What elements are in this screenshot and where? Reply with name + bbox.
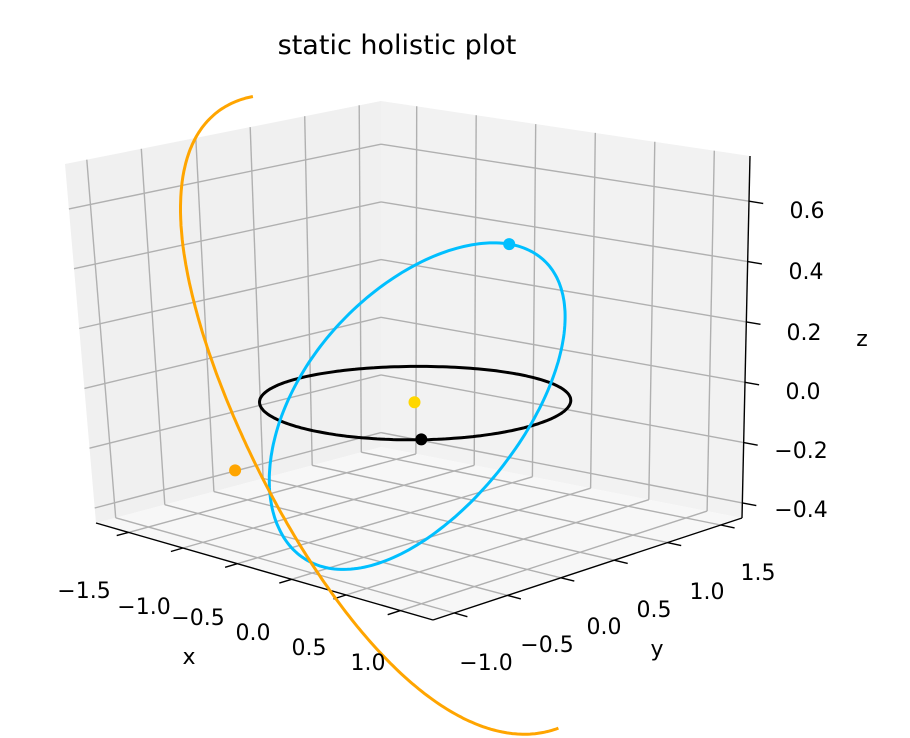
x-tick-label: −1.5 bbox=[57, 579, 110, 604]
x-tick-mark bbox=[170, 547, 184, 553]
back-gridline-x bbox=[415, 106, 418, 454]
floor-gridline-x bbox=[182, 464, 475, 549]
floor-gridline-x bbox=[400, 510, 708, 612]
x-tick-mark bbox=[116, 531, 129, 537]
y-tick-mark bbox=[613, 559, 628, 565]
z-tick-mark bbox=[746, 321, 761, 325]
chart-grid bbox=[68, 105, 750, 614]
left-gridline-y bbox=[304, 116, 313, 466]
series-line-1 bbox=[267, 241, 567, 571]
left-gridline-y bbox=[358, 105, 362, 453]
floor-gridline-y bbox=[262, 477, 615, 561]
z-axis-line bbox=[741, 155, 751, 519]
y-tick-label: 0.0 bbox=[587, 615, 622, 640]
floor-gridline-x bbox=[345, 499, 650, 596]
y-tick-label: −0.5 bbox=[520, 633, 573, 658]
x-axis-label: x bbox=[182, 645, 195, 670]
z-tick-mark bbox=[742, 502, 757, 507]
y-tick-label: 1.0 bbox=[690, 580, 725, 605]
y-tick-label: −1.0 bbox=[459, 651, 512, 676]
floor-pane bbox=[96, 447, 742, 620]
y-axis-line bbox=[432, 517, 743, 621]
back-gridline-z bbox=[380, 143, 750, 202]
left-gridline-y bbox=[195, 137, 215, 492]
chart-title: static holistic plot bbox=[278, 30, 517, 61]
left-pane bbox=[65, 101, 381, 523]
left-gridline-y bbox=[249, 127, 264, 479]
chart-axes bbox=[95, 155, 764, 621]
left-gridline-z bbox=[84, 316, 382, 390]
x-tick-labels: −1.5 −1.0 −0.5 0.0 0.5 1.0 bbox=[57, 579, 385, 676]
z-tick-label: 0.0 bbox=[786, 380, 821, 405]
x-tick-label: −0.5 bbox=[171, 606, 224, 631]
floor-gridline-y bbox=[361, 451, 721, 526]
floor-gridline-y bbox=[164, 504, 508, 597]
y-axis-label: y bbox=[650, 637, 663, 662]
back-gridline-z bbox=[380, 258, 747, 323]
back-gridline-x bbox=[473, 115, 477, 466]
y-tick-mark bbox=[720, 524, 735, 529]
left-gridline-z bbox=[73, 201, 382, 270]
x-tick-mark bbox=[387, 609, 401, 616]
z-tick-label: 0.6 bbox=[790, 199, 825, 224]
left-gridline-z bbox=[89, 374, 382, 449]
y-tick-mark bbox=[667, 541, 682, 547]
z-tick-label: 0.2 bbox=[787, 321, 822, 346]
series-line-2 bbox=[179, 95, 559, 736]
y-tick-label: 0.5 bbox=[637, 598, 672, 623]
series-marker-2 bbox=[229, 464, 242, 477]
back-gridline-x bbox=[706, 150, 715, 512]
z-tick-mark bbox=[748, 200, 764, 205]
x-tick-label: 0.5 bbox=[292, 636, 327, 661]
y-tick-labels: −1.0 −0.5 0.0 0.5 1.0 1.5 bbox=[459, 561, 775, 676]
left-gridline-y bbox=[140, 148, 166, 505]
chart-panes bbox=[65, 101, 750, 620]
y-tick-label: 1.5 bbox=[741, 561, 776, 586]
series-marker-1 bbox=[503, 238, 516, 251]
y-tick-mark bbox=[560, 577, 575, 582]
back-gridline-x bbox=[648, 141, 656, 500]
back-gridline-x bbox=[589, 132, 596, 489]
z-tick-mark bbox=[744, 381, 760, 386]
x-tick-label: 0.0 bbox=[236, 621, 271, 646]
floor-gridline-y bbox=[115, 517, 455, 614]
series-marker-0 bbox=[415, 433, 428, 446]
z-tick-mark bbox=[747, 260, 763, 265]
x-axis-line bbox=[95, 522, 434, 621]
z-axis-label: z bbox=[856, 327, 868, 352]
z-tick-label: 0.4 bbox=[789, 260, 824, 285]
x-tick-label: 1.0 bbox=[351, 651, 386, 676]
y-tick-mark bbox=[454, 612, 468, 618]
x-tick-mark bbox=[224, 563, 238, 568]
y-tick-mark bbox=[507, 594, 522, 600]
chart-series bbox=[179, 95, 573, 736]
x-tick-mark bbox=[279, 578, 292, 584]
back-gridline-z bbox=[380, 316, 746, 383]
z-tick-label: −0.2 bbox=[774, 439, 827, 464]
series-marker-3 bbox=[408, 396, 421, 409]
floor-gridline-x bbox=[291, 487, 591, 580]
x-tick-label: −1.0 bbox=[117, 595, 170, 620]
left-gridline-z bbox=[68, 143, 382, 210]
floor-gridline-x bbox=[128, 453, 417, 534]
back-gridline-z bbox=[380, 201, 748, 263]
left-gridline-y bbox=[86, 159, 117, 518]
z-tick-mark bbox=[743, 441, 758, 446]
back-gridline-z bbox=[380, 431, 743, 504]
z-tick-label: −0.4 bbox=[774, 498, 827, 523]
left-gridline-z bbox=[79, 258, 382, 330]
z-tick-labels: −0.4 −0.2 0.0 0.2 0.4 0.6 bbox=[774, 199, 827, 523]
floor-gridline-y bbox=[312, 464, 668, 544]
back-gridline-z bbox=[380, 374, 744, 444]
